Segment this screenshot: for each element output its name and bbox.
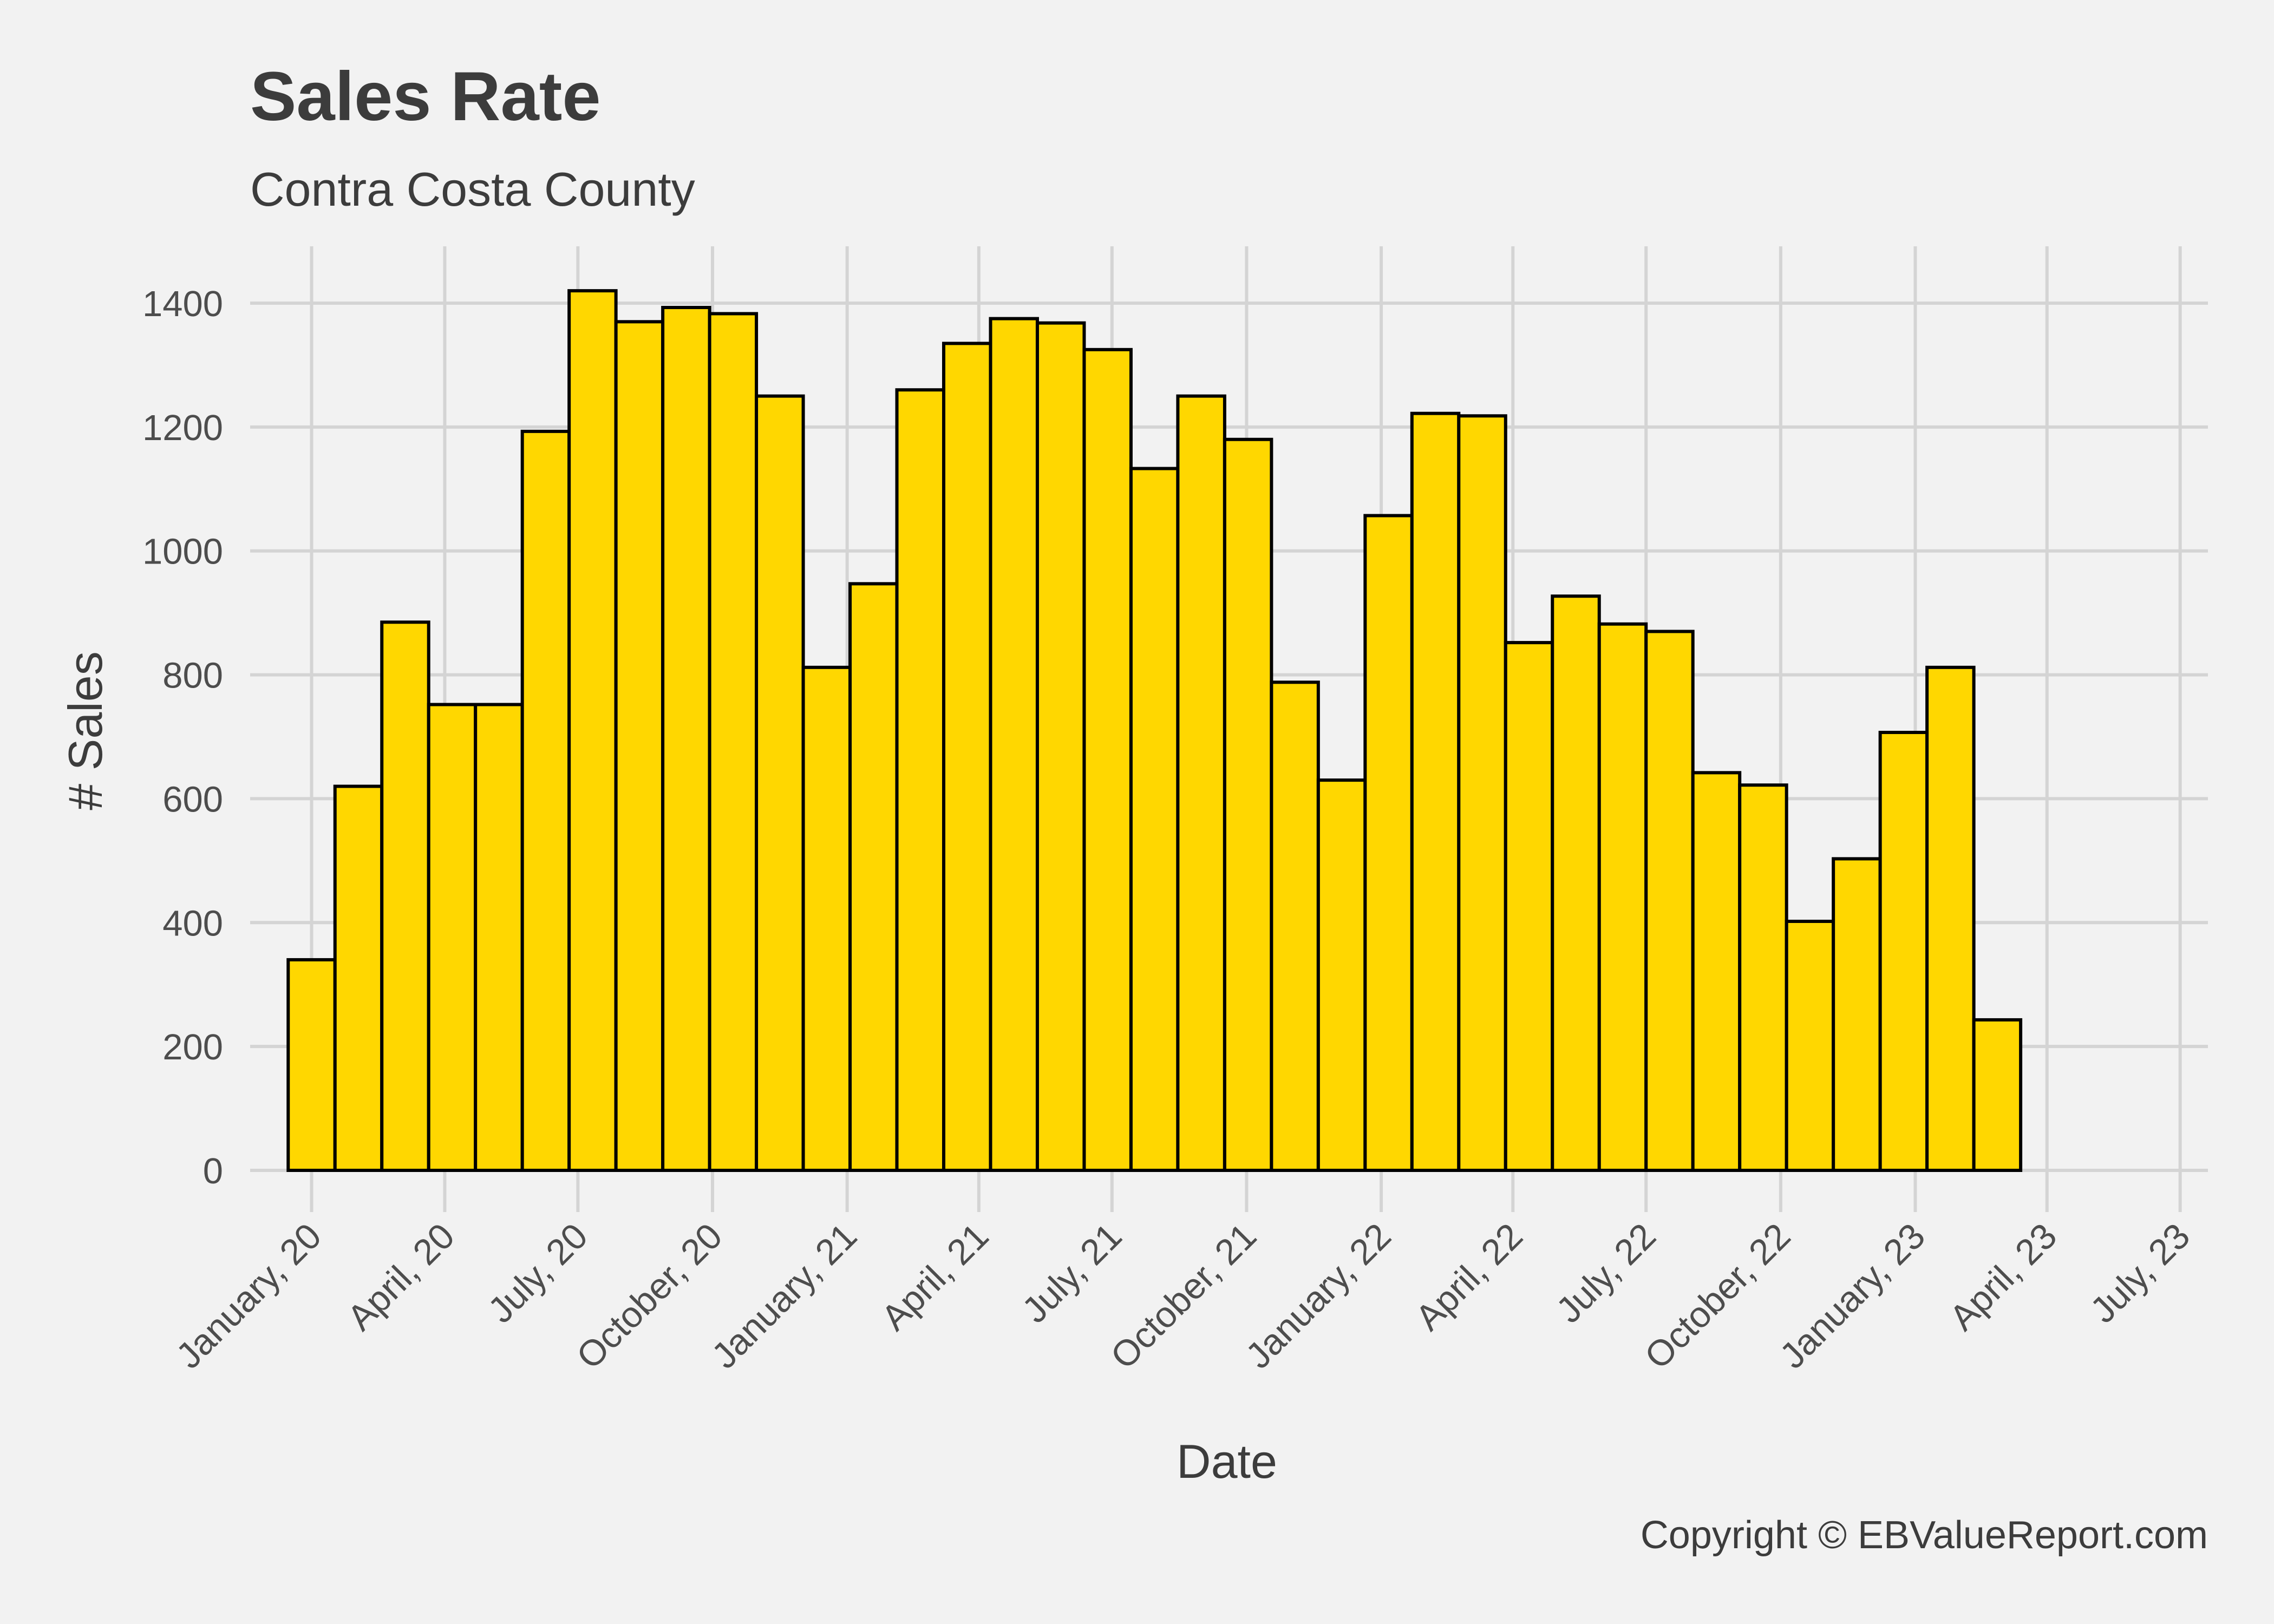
y-tick-label: 200	[162, 1027, 223, 1068]
bar	[333, 784, 384, 1172]
bar	[1551, 594, 1601, 1172]
bar	[661, 306, 711, 1172]
y-tick-label: 1000	[142, 532, 223, 572]
bar	[567, 289, 618, 1172]
bar	[1270, 680, 1320, 1172]
bar	[286, 958, 337, 1172]
bar	[942, 342, 992, 1173]
bar	[895, 388, 946, 1173]
bar	[520, 429, 571, 1172]
y-tick-label: 600	[162, 779, 223, 820]
bar	[1410, 411, 1461, 1172]
bar	[1082, 348, 1133, 1172]
bar	[474, 703, 524, 1173]
bar	[1972, 1018, 2023, 1173]
bar	[708, 312, 759, 1172]
bar	[755, 394, 805, 1173]
y-tick-labels: 0 200 400 600 800 1000 1200 1400	[142, 284, 223, 1191]
bars	[286, 289, 2023, 1173]
bar	[614, 320, 665, 1172]
bar	[1597, 622, 1648, 1172]
bar	[1644, 630, 1695, 1172]
bar	[1223, 437, 1273, 1173]
bar	[1925, 665, 1976, 1172]
y-tick-label: 0	[203, 1151, 223, 1191]
bar	[1785, 919, 1835, 1173]
bar	[1832, 857, 1882, 1173]
bar	[1363, 514, 1414, 1172]
bar	[1176, 394, 1226, 1173]
bar	[1738, 783, 1788, 1172]
y-tick-label: 800	[162, 656, 223, 696]
y-tick-label: 1400	[142, 284, 223, 324]
y-tick-label: 1200	[142, 408, 223, 448]
x-axis-title: Date	[1177, 1435, 1277, 1488]
bar	[1035, 321, 1086, 1172]
bar	[1129, 467, 1180, 1172]
bar	[1457, 414, 1507, 1172]
bar	[427, 703, 478, 1173]
bar	[1316, 778, 1367, 1172]
y-axis-title: # Sales	[58, 651, 112, 810]
bar	[1691, 771, 1742, 1172]
copyright-caption: Copyright © EBValueReport.com	[1641, 1514, 2208, 1557]
chart-title: Sales Rate	[250, 58, 601, 135]
bar	[380, 620, 430, 1172]
bar	[989, 317, 1039, 1172]
y-tick-label: 400	[162, 903, 223, 944]
chart-subtitle: Contra Costa County	[250, 162, 695, 216]
bar	[801, 665, 852, 1172]
bar	[1878, 730, 1929, 1172]
bar	[848, 582, 899, 1172]
bar	[1504, 641, 1554, 1173]
